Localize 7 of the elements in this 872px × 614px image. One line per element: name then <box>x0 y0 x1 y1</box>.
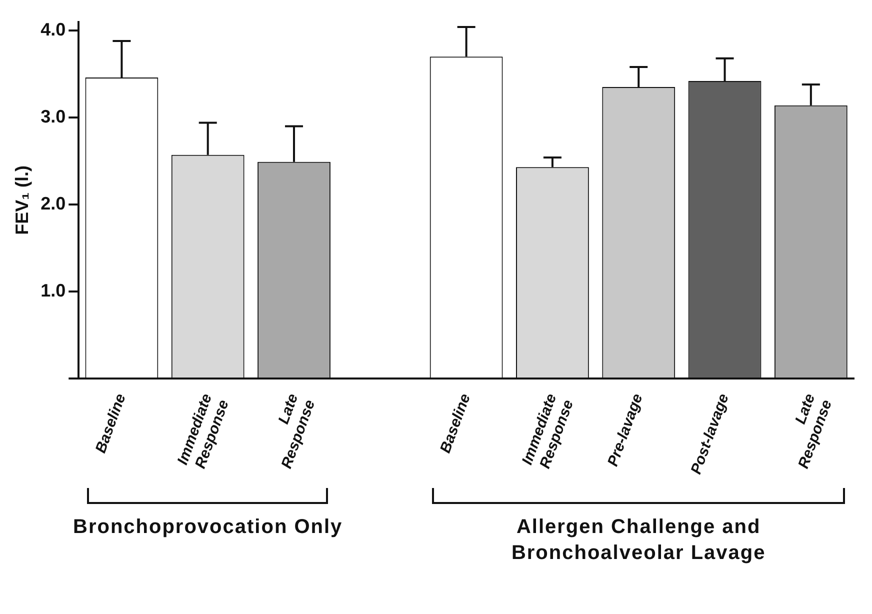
y-tick-label: 4.0 <box>40 19 66 40</box>
y-tick-label: 3.0 <box>40 106 66 126</box>
text: Allergen Challenge and Bronchoalveolar Lavage <box>510 515 767 566</box>
y-tick-label: 1.0 <box>40 280 66 301</box>
y-axis-title: FEV₁ (l.) <box>12 165 32 235</box>
y-tick-label: 2.0 <box>40 194 66 214</box>
text: Bronchoprovocation Only <box>72 515 344 540</box>
